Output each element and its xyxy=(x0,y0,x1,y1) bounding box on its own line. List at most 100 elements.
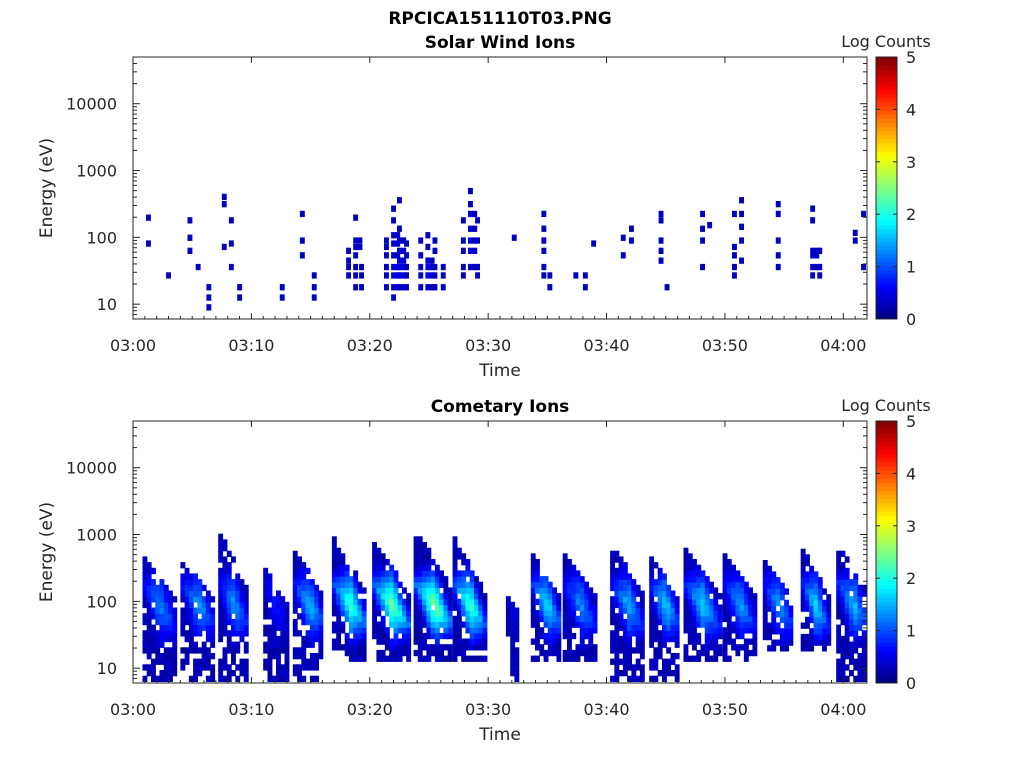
spectrogram-cell xyxy=(535,644,540,651)
spectrogram-cell xyxy=(726,581,732,588)
spectrogram-cell xyxy=(692,632,697,640)
spectrogram-cell xyxy=(434,564,440,571)
spectrogram-cell xyxy=(788,628,794,635)
spectrogram-cell xyxy=(631,596,637,603)
spectrogram-cell xyxy=(237,284,243,291)
spectrogram-cell xyxy=(547,615,553,623)
spectrogram-cell xyxy=(762,594,768,601)
spectrogram-cell xyxy=(443,576,449,583)
spectrogram-cell xyxy=(482,593,488,600)
spectrogram-cell xyxy=(276,653,281,660)
spectrogram-cell xyxy=(779,588,785,595)
spectrogram-cell xyxy=(389,649,395,657)
spectrogram-cell xyxy=(726,655,732,662)
spectrogram-cell xyxy=(159,635,165,643)
spectrogram-cell xyxy=(683,649,689,657)
spectrogram-cell xyxy=(271,635,277,643)
spectrogram-cell xyxy=(163,664,169,671)
spectrogram-cell xyxy=(731,581,736,588)
spectrogram-cell xyxy=(357,598,363,606)
spectrogram-cell xyxy=(206,304,212,311)
spectrogram-cell xyxy=(267,675,273,682)
colorbar-swatch xyxy=(876,457,897,463)
spectrogram-cell xyxy=(184,630,190,637)
spectrogram-cell xyxy=(657,641,663,648)
spectrogram-cell xyxy=(222,584,228,592)
spectrogram-cell xyxy=(543,587,549,594)
spectrogram-cell xyxy=(809,565,815,572)
spectrogram-cell xyxy=(297,613,302,620)
spectrogram-cell xyxy=(614,664,620,671)
spectrogram-cell xyxy=(639,647,645,654)
spectrogram-cell xyxy=(267,607,273,614)
spectrogram-cell xyxy=(618,670,624,677)
spectrogram-cell xyxy=(784,599,789,607)
spectrogram-cell xyxy=(810,217,816,224)
spectrogram-cell xyxy=(305,601,311,609)
colorbar-swatch xyxy=(876,552,897,557)
spectrogram-cell xyxy=(434,627,440,634)
spectrogram-cell xyxy=(440,272,446,279)
spectrogram-cell xyxy=(380,621,386,628)
colorbar-swatch xyxy=(876,261,897,267)
colorbar-swatch xyxy=(876,278,897,283)
spectrogram-cell xyxy=(297,584,302,592)
spectrogram-cell xyxy=(584,593,589,600)
spectrogram-cell xyxy=(311,272,317,279)
spectrogram-cell xyxy=(547,272,553,279)
spectrogram-cell xyxy=(752,644,758,651)
spectrogram-cell xyxy=(309,590,315,597)
spectrogram-cell xyxy=(752,610,758,617)
spectrogram-cell xyxy=(469,581,475,588)
spectrogram-cell xyxy=(775,263,781,271)
spectrogram-cell xyxy=(417,570,423,577)
spectrogram-cell xyxy=(172,653,178,660)
spectrogram-cell xyxy=(771,599,777,607)
spectrogram-cell xyxy=(510,601,516,609)
spectrogram-cell xyxy=(218,601,224,609)
spectrogram-cell xyxy=(284,641,290,648)
spectrogram-cell xyxy=(231,601,236,609)
colorbar-swatch xyxy=(876,286,897,291)
spectrogram-cell xyxy=(430,576,436,583)
spectrogram-cell xyxy=(657,613,663,620)
spectrogram-cell xyxy=(231,653,236,660)
spectrogram-cell xyxy=(717,621,723,628)
spectrogram-cell xyxy=(309,658,315,665)
colorbar-swatch xyxy=(876,650,897,655)
spectrogram-cell xyxy=(510,641,516,648)
spectrogram-cell xyxy=(552,587,557,594)
spectrogram-cell xyxy=(305,635,311,643)
spectrogram-cell xyxy=(674,641,680,648)
colorbar-swatch xyxy=(876,147,897,152)
spectrogram-cell xyxy=(465,581,471,588)
cometary-colorbar-label: Log Counts xyxy=(841,396,931,415)
spectrogram-cell xyxy=(713,593,719,600)
spectrogram-cell xyxy=(380,604,386,611)
spectrogram-cell xyxy=(439,644,444,651)
colorbar-swatch xyxy=(876,601,897,606)
colorbar-swatch xyxy=(876,314,897,320)
spectrogram-cell xyxy=(389,644,395,651)
spectrogram-cell xyxy=(210,624,216,631)
spectrogram-cell xyxy=(447,632,453,640)
colorbar-swatch xyxy=(876,502,897,508)
spectrogram-cell xyxy=(722,655,728,662)
spectrogram-cell xyxy=(197,579,203,586)
spectrogram-cell xyxy=(456,621,462,628)
spectrogram-cell xyxy=(413,542,419,549)
spectrogram-cell xyxy=(779,611,785,618)
spectrogram-cell xyxy=(800,582,806,589)
spectrogram-cell xyxy=(168,630,173,637)
spectrogram-cell xyxy=(180,658,186,665)
spectrogram-cell xyxy=(413,621,419,628)
spectrogram-cell xyxy=(543,638,549,645)
spectrogram-cell xyxy=(861,584,867,592)
spectrogram-cell xyxy=(180,590,186,597)
spectrogram-cell xyxy=(826,605,832,612)
spectrogram-cell xyxy=(817,616,823,624)
spectrogram-cell xyxy=(465,593,471,600)
spectrogram-cell xyxy=(674,613,680,620)
spectrogram-cell xyxy=(456,610,462,617)
spectrogram-cell xyxy=(809,599,815,607)
